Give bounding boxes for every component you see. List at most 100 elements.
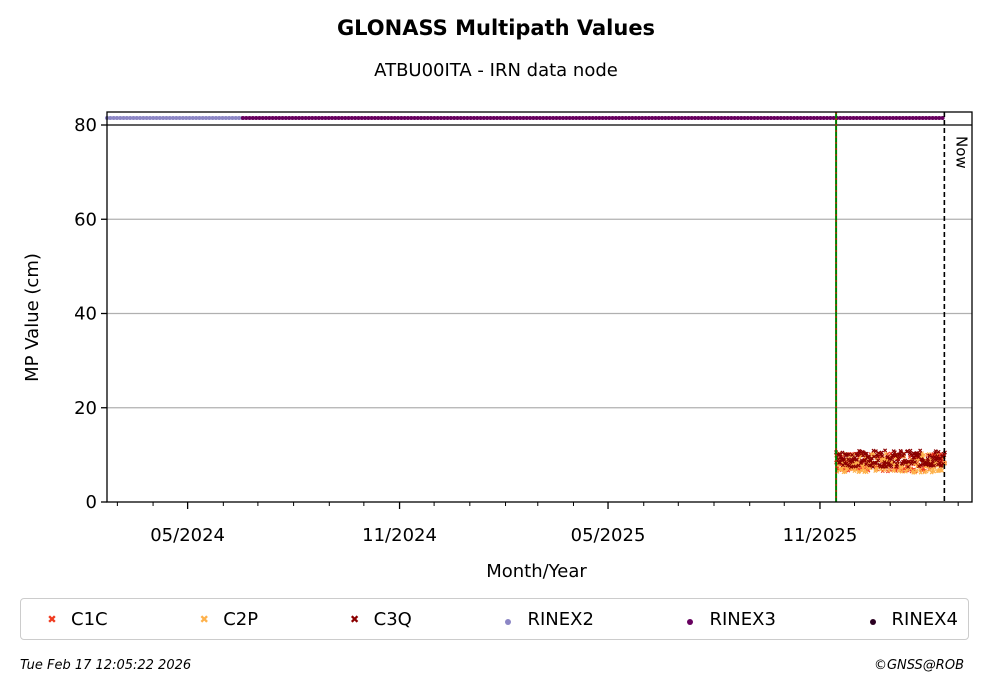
data-point xyxy=(863,451,868,456)
chart-subtitle: ATBU00ITA - IRN data node xyxy=(374,60,618,81)
data-point xyxy=(903,469,908,474)
legend-label: C2P xyxy=(223,608,259,630)
data-point xyxy=(936,449,941,454)
data-point xyxy=(897,455,902,460)
data-point xyxy=(837,451,842,457)
footer-timestamp: Tue Feb 17 12:05:22 2026 xyxy=(20,658,192,673)
data-point xyxy=(899,469,904,474)
data-point xyxy=(838,454,843,459)
data-point xyxy=(922,452,927,457)
data-point xyxy=(873,460,878,465)
data-point xyxy=(842,457,847,463)
data-point xyxy=(942,453,947,458)
legend-marker-icon xyxy=(499,609,517,630)
data-point xyxy=(892,467,897,472)
y-tick-label: 60 xyxy=(74,209,97,230)
y-tick-label: 40 xyxy=(74,304,97,325)
data-point xyxy=(927,453,932,458)
legend-marker-icon xyxy=(681,609,699,630)
data-point xyxy=(873,449,878,454)
x-axis-label: Month/Year xyxy=(486,561,587,582)
legend-item-rinex3: RINEX3 xyxy=(681,608,776,630)
data-point xyxy=(855,460,860,465)
data-point xyxy=(870,464,875,469)
legend-item-rinex4: RINEX4 xyxy=(864,609,958,630)
legend-label: RINEX2 xyxy=(527,608,594,630)
data-point xyxy=(846,452,851,457)
data-point xyxy=(854,457,859,462)
data-point xyxy=(880,454,885,459)
data-point xyxy=(893,453,899,458)
data-point xyxy=(931,469,937,474)
data-point xyxy=(900,453,905,458)
data-point xyxy=(839,466,844,471)
legend-label: RINEX4 xyxy=(891,608,958,630)
data-point xyxy=(930,459,935,464)
legend: ✖ C1C ✖ C2P ✖ C3Q RINEX2 RINEX3 RINEX4 xyxy=(20,598,969,640)
data-point xyxy=(889,464,894,469)
legend-item-c2p: ✖ C2P xyxy=(195,609,258,630)
x-tick-label: 05/2025 xyxy=(571,525,646,546)
data-point xyxy=(917,451,922,456)
data-point xyxy=(861,463,866,468)
data-point xyxy=(882,468,887,473)
data-point xyxy=(926,459,931,464)
data-point xyxy=(840,450,845,455)
data-point xyxy=(933,449,938,454)
data-point xyxy=(911,455,916,460)
data-point xyxy=(924,469,929,474)
data-point xyxy=(843,469,848,475)
data-point xyxy=(895,459,900,464)
data-point xyxy=(918,470,923,475)
data-point xyxy=(883,448,888,453)
x-tick-label: 11/2025 xyxy=(783,525,858,546)
data-point xyxy=(864,470,869,475)
data-point xyxy=(914,468,919,473)
legend-marker-icon: ✖ xyxy=(199,612,209,626)
data-point xyxy=(857,469,862,474)
legend-label: RINEX3 xyxy=(709,608,776,630)
data-point xyxy=(875,454,880,459)
axes-frame xyxy=(106,111,973,503)
data-point xyxy=(872,454,877,459)
data-point xyxy=(892,459,897,464)
legend-label: C3Q xyxy=(373,608,412,630)
data-point xyxy=(862,458,867,463)
data-point xyxy=(850,452,855,457)
legend-item-c3q: ✖ C3Q xyxy=(346,609,412,630)
y-tick-label: 80 xyxy=(74,115,97,136)
series-c3q xyxy=(834,448,947,469)
legend-item-rinex2: RINEX2 xyxy=(499,608,594,630)
data-point xyxy=(887,460,892,465)
data-point xyxy=(876,458,881,463)
footer-credit: ©GNSS@ROB xyxy=(873,658,964,673)
data-point xyxy=(906,464,911,469)
data-point xyxy=(899,450,904,455)
data-point xyxy=(940,468,945,473)
legend-marker-icon: ✖ xyxy=(350,612,360,626)
data-point xyxy=(879,450,884,455)
data-point xyxy=(896,468,901,474)
data-point xyxy=(860,468,865,473)
data-point xyxy=(887,468,892,473)
data-point xyxy=(882,460,887,465)
data-point xyxy=(892,450,897,455)
data-point xyxy=(910,459,915,464)
legend-item-c1c: ✖ C1C xyxy=(43,608,108,630)
now-label: Now xyxy=(952,136,970,169)
x-tick-label: 11/2024 xyxy=(362,525,437,546)
data-point xyxy=(918,467,923,472)
y-tick-label: 20 xyxy=(74,398,97,419)
x-tick-label: 05/2024 xyxy=(150,525,225,546)
data-point xyxy=(866,454,871,459)
y-tick-label: 0 xyxy=(86,492,97,513)
data-point xyxy=(912,455,917,460)
y-axis-label: MP Value (cm) xyxy=(22,253,43,382)
legend-label: C1C xyxy=(71,608,108,630)
data-point xyxy=(895,462,900,467)
data-point xyxy=(918,448,923,453)
data-point xyxy=(931,463,937,468)
data-point xyxy=(853,464,858,469)
